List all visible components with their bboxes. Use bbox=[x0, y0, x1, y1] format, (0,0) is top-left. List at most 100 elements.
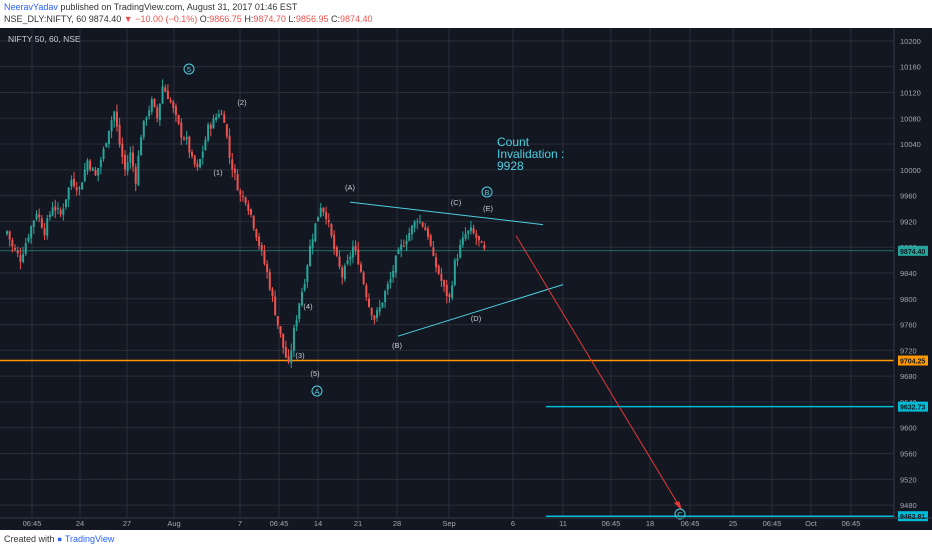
candle bbox=[357, 249, 360, 265]
time-axis: 06:45 24 27 Aug 7 06:45 14 21 28 Sep 6 11 06:45 18 06:… bbox=[0, 517, 932, 528]
wave-circle-marker bbox=[183, 63, 195, 75]
candle bbox=[70, 179, 73, 187]
time-tick-label: 28 bbox=[393, 519, 401, 528]
wave-label: (D) bbox=[471, 314, 482, 323]
candle bbox=[99, 159, 102, 167]
last-price: 9874.40 bbox=[88, 14, 122, 24]
candle bbox=[241, 195, 244, 197]
wave-label: (4) bbox=[303, 302, 313, 311]
price-tick-label: 10200 bbox=[900, 37, 921, 46]
projection-arrow-line[interactable] bbox=[515, 235, 682, 510]
candle bbox=[373, 315, 376, 320]
candle bbox=[397, 249, 400, 254]
candle bbox=[445, 284, 448, 296]
time-tick-label: 06:45 bbox=[681, 519, 700, 528]
wave-label: (5) bbox=[310, 369, 320, 378]
candle bbox=[333, 234, 336, 249]
candle bbox=[427, 228, 430, 237]
candle bbox=[392, 270, 395, 278]
candle bbox=[174, 106, 177, 115]
open-value: 9866.75 bbox=[209, 14, 242, 24]
time-tick-label: Sep bbox=[442, 519, 455, 528]
wave-label: B bbox=[484, 188, 489, 197]
candle bbox=[472, 228, 475, 234]
candle bbox=[97, 167, 100, 176]
candle bbox=[105, 143, 108, 148]
publish-info: published on TradingView.com, August 31,… bbox=[60, 2, 298, 12]
candle bbox=[268, 271, 271, 290]
close-label: C: bbox=[330, 14, 340, 24]
count-invalidation-note: Count Invalidation :9928 bbox=[497, 135, 564, 173]
candle bbox=[443, 280, 446, 287]
price-chart[interactable]: Count Invalidation :9928 5 (2) (1) (A) (C) B (E… bbox=[0, 28, 932, 530]
created-with-text: Created with bbox=[4, 534, 55, 544]
candle bbox=[477, 235, 480, 241]
price-tag-support bbox=[898, 355, 928, 366]
candle bbox=[129, 152, 132, 163]
projection-arrow-head bbox=[674, 501, 683, 511]
chart-symbol-label: NIFTY 50, 60, NSE bbox=[8, 34, 81, 44]
open-label: O: bbox=[199, 14, 210, 24]
candle bbox=[48, 214, 51, 218]
candle bbox=[132, 152, 135, 167]
candle bbox=[432, 247, 435, 256]
price-change: ▼ −10.00 (−0.1%) bbox=[123, 14, 198, 24]
candle bbox=[236, 173, 239, 191]
time-tick-label: 27 bbox=[123, 519, 131, 528]
candle bbox=[271, 288, 274, 297]
candle bbox=[435, 257, 438, 268]
candle bbox=[341, 267, 344, 278]
candle bbox=[233, 168, 236, 174]
candle bbox=[451, 285, 454, 298]
wave-circle-marker bbox=[481, 186, 493, 198]
candle bbox=[115, 111, 118, 127]
candle bbox=[180, 122, 183, 138]
candle bbox=[354, 245, 357, 251]
chart-header: NeeravYadav published on TradingView.com… bbox=[0, 0, 932, 28]
candle bbox=[250, 209, 253, 215]
candle bbox=[231, 159, 234, 170]
candle bbox=[298, 303, 301, 319]
triangle-lower-trendline[interactable] bbox=[397, 284, 564, 337]
time-tick-label: 7 bbox=[238, 519, 242, 528]
candle bbox=[440, 273, 443, 281]
author-link[interactable]: NeeravYadav bbox=[4, 2, 58, 12]
symbol-name: NSE_DLY:NIFTY, 60 bbox=[4, 14, 87, 24]
triangle-upper-trendline[interactable] bbox=[349, 201, 544, 226]
candle bbox=[118, 124, 121, 145]
candle bbox=[188, 136, 191, 153]
candle bbox=[295, 319, 298, 327]
candle bbox=[177, 115, 180, 124]
candle bbox=[325, 212, 328, 220]
candle bbox=[161, 86, 164, 104]
candle bbox=[35, 214, 38, 220]
candle bbox=[418, 220, 421, 222]
candle bbox=[239, 190, 242, 195]
candle bbox=[416, 221, 419, 223]
tradingview-brand[interactable]: TradingView bbox=[64, 534, 115, 544]
candle bbox=[464, 233, 467, 239]
wave-circle-marker bbox=[311, 385, 323, 397]
chart-area[interactable]: Count Invalidation :9928 5 (2) (1) (A) (C) B (E… bbox=[0, 28, 932, 530]
candle bbox=[62, 208, 65, 215]
candle bbox=[292, 327, 295, 351]
candles bbox=[6, 79, 486, 369]
wave-label: (A) bbox=[345, 183, 356, 192]
candle bbox=[282, 333, 285, 348]
candle bbox=[59, 209, 62, 215]
candle bbox=[274, 296, 277, 316]
price-tick-label: 9520 bbox=[900, 475, 917, 484]
candle bbox=[279, 326, 282, 334]
candle bbox=[453, 260, 456, 286]
time-tick-label: 06:45 bbox=[842, 519, 861, 528]
candle bbox=[107, 130, 110, 144]
candle bbox=[386, 283, 389, 290]
price-tick-label: 9560 bbox=[900, 450, 917, 459]
price-tag-label: 9874.40 bbox=[900, 249, 925, 256]
price-tick-label: 9920 bbox=[900, 217, 917, 226]
candle bbox=[22, 254, 25, 262]
candle bbox=[381, 302, 384, 308]
low-label: L: bbox=[288, 14, 296, 24]
candle bbox=[319, 207, 322, 217]
wave-label: (1) bbox=[213, 168, 223, 177]
